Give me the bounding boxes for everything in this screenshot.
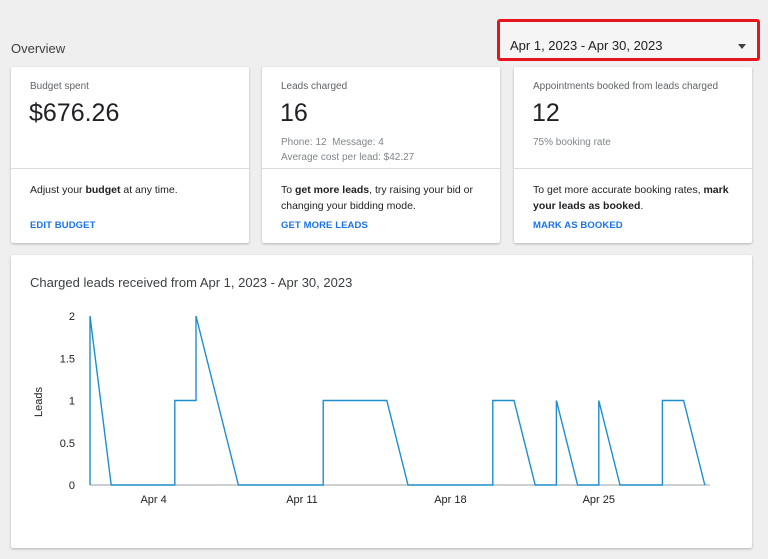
get-more-leads-link[interactable]: GET MORE LEADS	[281, 220, 368, 231]
budget-label: Budget spent	[30, 81, 89, 92]
card-divider	[11, 168, 249, 169]
leads-tip: To get more leads, try raising your bid …	[281, 184, 474, 212]
leads-label: Leads charged	[281, 81, 348, 92]
y-tick-label: 1	[69, 396, 75, 408]
date-range-label: Apr 1, 2023 - Apr 30, 2023	[510, 38, 663, 53]
appointments-value: 12	[532, 99, 560, 127]
x-tick-label: Apr 25	[583, 494, 615, 506]
leads-card: Leads charged 16 Phone: 12 Message: 4 Av…	[262, 67, 500, 243]
x-tick-label: Apr 11	[286, 494, 318, 506]
card-divider	[514, 168, 752, 169]
x-tick-label: Apr 18	[434, 494, 466, 506]
budget-tip: Adjust your budget at any time.	[30, 184, 178, 196]
y-tick-label: 0	[69, 480, 75, 492]
chart-title: Charged leads received from Apr 1, 2023 …	[30, 275, 353, 290]
mark-as-booked-link[interactable]: MARK AS BOOKED	[533, 220, 623, 231]
overview-title: Overview	[11, 41, 66, 56]
booking-rate: 75% booking rate	[533, 137, 611, 148]
budget-value: $676.26	[29, 99, 120, 127]
leads-chart: Leads 0 0.5 1 1.5 2 Apr 4 Apr 11 Apr 18 Apr 25	[33, 311, 710, 506]
y-tick-label: 1.5	[60, 353, 75, 365]
budget-card: Budget spent $676.26 Adjust your budget …	[11, 67, 249, 243]
edit-budget-link[interactable]: EDIT BUDGET	[30, 220, 96, 231]
y-tick-label: 0.5	[60, 438, 75, 450]
y-axis-title: Leads	[33, 387, 45, 417]
leads-value: 16	[280, 99, 308, 127]
average-cost: Average cost per lead: $42.27	[281, 152, 415, 163]
leads-series-line	[89, 315, 706, 486]
appointments-label: Appointments booked from leads charged	[533, 81, 719, 92]
caret-down-icon	[738, 44, 746, 49]
leads-chart-card: Charged leads received from Apr 1, 2023 …	[11, 255, 752, 548]
card-divider	[262, 168, 500, 169]
appointments-tip: To get more accurate booking rates, mark…	[533, 184, 729, 212]
leads-breakdown: Phone: 12 Message: 4	[281, 137, 384, 148]
y-tick-label: 2	[69, 311, 75, 323]
appointments-card: Appointments booked from leads charged 1…	[514, 67, 752, 243]
date-range-picker[interactable]: Apr 1, 2023 - Apr 30, 2023	[497, 19, 760, 61]
x-tick-label: Apr 4	[140, 494, 166, 506]
